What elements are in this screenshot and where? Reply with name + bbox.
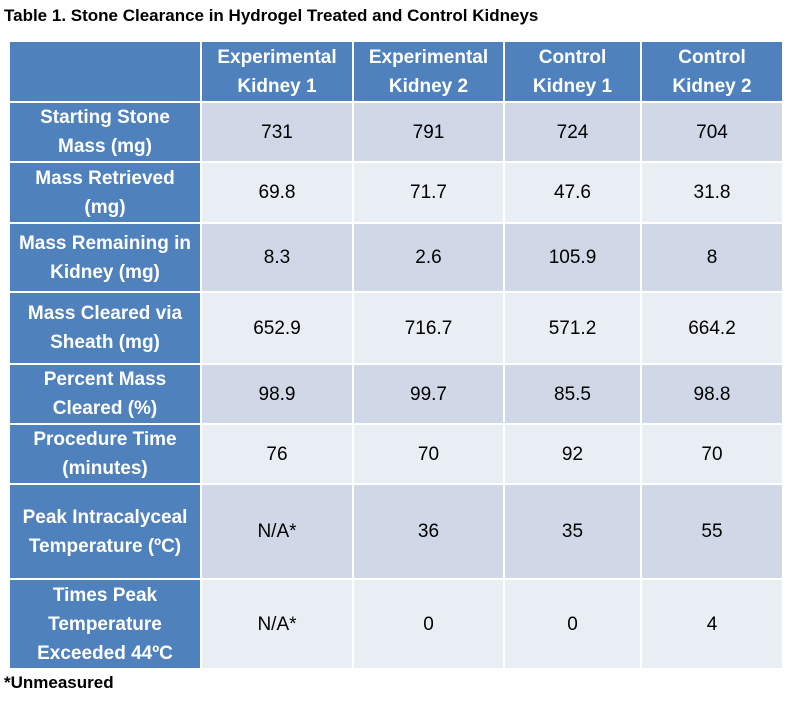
table-cell: 55 xyxy=(640,483,784,580)
column-header: Control Kidney 1 xyxy=(503,40,642,103)
row-header: Mass Retrieved (mg) xyxy=(8,161,202,224)
table-cell: 716.7 xyxy=(352,291,505,365)
table-cell: 35 xyxy=(503,483,642,580)
table-cell: 70 xyxy=(352,423,505,485)
table-row: Peak Intracalyceal Temperature (ºC) N/A* 3… xyxy=(8,483,784,580)
column-header: Experimental Kidney 1 xyxy=(200,40,354,103)
table-cell: 47.6 xyxy=(503,161,642,224)
table-cell: 8 xyxy=(640,222,784,293)
footnote: *Unmeasured xyxy=(4,673,114,692)
table-cell: 724 xyxy=(503,101,642,163)
table-cell: 98.8 xyxy=(640,363,784,425)
table-row: Times Peak Temperature Exceeded 44ºC N/A*… xyxy=(8,578,784,670)
data-table: Experimental Kidney 1 Experimental Kidney… xyxy=(8,40,784,670)
table-row: Procedure Time (minutes) 76 70 92 70 xyxy=(8,423,784,485)
row-header: Percent Mass Cleared (%) xyxy=(8,363,202,425)
table-cell: 71.7 xyxy=(352,161,505,224)
table-cell: 2.6 xyxy=(352,222,505,293)
table-cell: 70 xyxy=(640,423,784,485)
column-header: Experimental Kidney 2 xyxy=(352,40,505,103)
table-row: Mass Retrieved (mg) 69.8 71.7 47.6 31.8 xyxy=(8,161,784,224)
row-header: Mass Remaining in Kidney (mg) xyxy=(8,222,202,293)
table-cell: 664.2 xyxy=(640,291,784,365)
table-cell: 704 xyxy=(640,101,784,163)
table-cell: 8.3 xyxy=(200,222,354,293)
table-title: Table 1. Stone Clearance in Hydrogel Tre… xyxy=(4,6,539,25)
table-cell: 571.2 xyxy=(503,291,642,365)
table-cell: 92 xyxy=(503,423,642,485)
table-cell: N/A* xyxy=(200,483,354,580)
table-cell: 0 xyxy=(503,578,642,670)
header-row: Experimental Kidney 1 Experimental Kidney… xyxy=(8,40,784,103)
table-row: Mass Remaining in Kidney (mg) 8.3 2.6 105.9… xyxy=(8,222,784,293)
table-cell: 36 xyxy=(352,483,505,580)
table-row: Percent Mass Cleared (%) 98.9 99.7 85.5 98.8 xyxy=(8,363,784,425)
row-header: Times Peak Temperature Exceeded 44ºC xyxy=(8,578,202,670)
table-cell: N/A* xyxy=(200,578,354,670)
table-cell: 85.5 xyxy=(503,363,642,425)
table-row: Mass Cleared via Sheath (mg) 652.9 716.7 57… xyxy=(8,291,784,365)
table-cell: 99.7 xyxy=(352,363,505,425)
row-header: Starting Stone Mass (mg) xyxy=(8,101,202,163)
table-cell: 76 xyxy=(200,423,354,485)
table-cell: 652.9 xyxy=(200,291,354,365)
table-cell: 98.9 xyxy=(200,363,354,425)
table-cell: 0 xyxy=(352,578,505,670)
table-cell: 105.9 xyxy=(503,222,642,293)
table-cell: 731 xyxy=(200,101,354,163)
row-header: Peak Intracalyceal Temperature (ºC) xyxy=(8,483,202,580)
table-cell: 31.8 xyxy=(640,161,784,224)
row-header: Procedure Time (minutes) xyxy=(8,423,202,485)
table-cell: 69.8 xyxy=(200,161,354,224)
row-header: Mass Cleared via Sheath (mg) xyxy=(8,291,202,365)
column-header: Control Kidney 2 xyxy=(640,40,784,103)
table-cell: 4 xyxy=(640,578,784,670)
corner-cell xyxy=(8,40,202,103)
table-row: Starting Stone Mass (mg) 731 791 724 704 xyxy=(8,101,784,163)
table-cell: 791 xyxy=(352,101,505,163)
